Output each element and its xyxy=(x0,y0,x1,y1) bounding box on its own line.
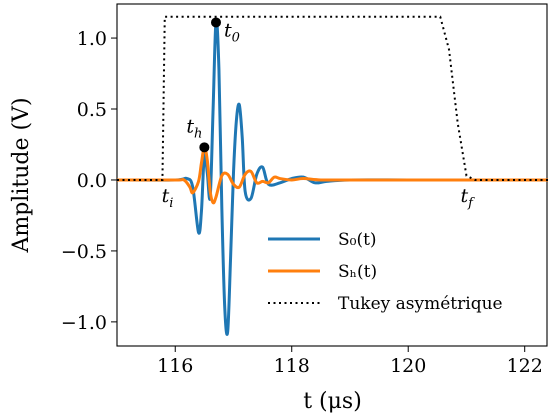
annotation-label: th xyxy=(186,115,202,141)
annotation-label: tf xyxy=(460,185,475,211)
x-axis: 116 118 120 122 xyxy=(157,346,543,377)
annotation-layer: t0 th ti tf xyxy=(162,17,475,211)
y-tick-label: −0.5 xyxy=(61,241,107,263)
y-axis: −1.0 −0.5 0.0 0.5 1.0 xyxy=(61,28,117,334)
x-tick-label: 122 xyxy=(507,355,543,377)
axes-frame xyxy=(116,3,548,347)
legend: S₀(t) Sₕ(t) Tukey asymétrique xyxy=(268,230,503,314)
series-line-tukey xyxy=(117,15,548,181)
x-axis-label: t (μs) xyxy=(303,389,362,414)
y-tick-label: 1.0 xyxy=(77,28,107,50)
annotation-label: ti xyxy=(162,185,174,211)
x-tick-label: 118 xyxy=(274,355,310,377)
legend-label: Tukey asymétrique xyxy=(338,294,503,314)
annotation-label: t0 xyxy=(224,19,240,45)
y-tick-label: −1.0 xyxy=(61,312,107,334)
annotation-marker xyxy=(211,17,222,28)
plot-area: t0 th ti tf xyxy=(116,3,548,347)
legend-label: Sₕ(t) xyxy=(338,262,377,282)
y-axis-label: Amplitude (V) xyxy=(9,97,34,253)
x-tick-label: 116 xyxy=(157,355,193,377)
series-line-s0t xyxy=(117,18,548,336)
legend-label: S₀(t) xyxy=(338,230,377,250)
annotation-marker xyxy=(199,142,210,153)
x-tick-label: 120 xyxy=(390,355,426,377)
y-tick-label: 0.0 xyxy=(77,170,107,192)
series-line-sht xyxy=(117,145,548,205)
y-tick-label: 0.5 xyxy=(77,99,107,121)
series-layer xyxy=(117,15,548,336)
